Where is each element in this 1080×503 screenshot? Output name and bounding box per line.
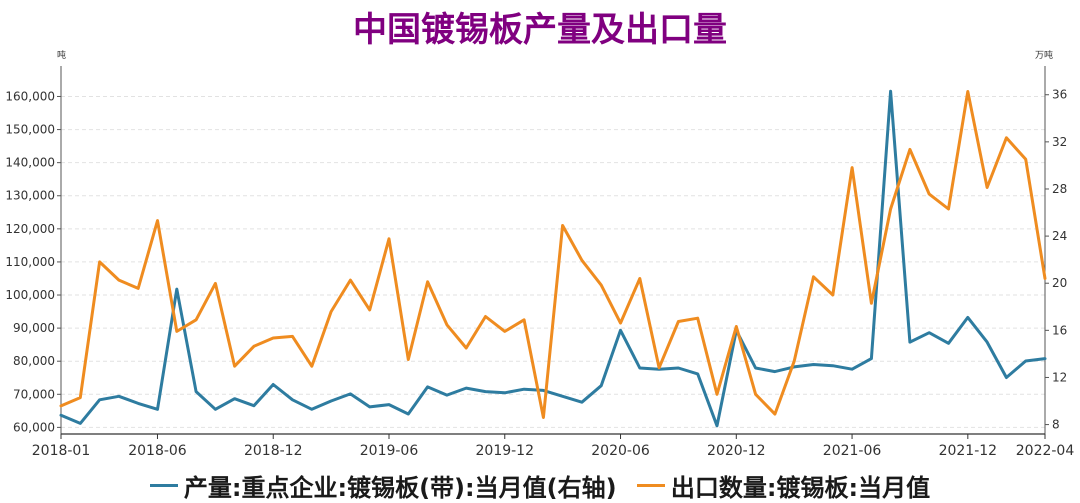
left-axis-tick-label: 110,000 xyxy=(5,255,55,269)
right-axis-tick-label: 16 xyxy=(1052,323,1067,337)
left-axis-tick-label: 90,000 xyxy=(13,321,55,335)
right-axis-unit: 万吨 xyxy=(1035,51,1054,61)
x-axis-tick-label: 2020-06 xyxy=(591,443,650,459)
right-axis-tick-label: 28 xyxy=(1052,182,1067,196)
left-axis-tick-label: 100,000 xyxy=(5,288,55,302)
left-axis-tick-label: 60,000 xyxy=(13,420,55,434)
left-axis-tick-label: 120,000 xyxy=(5,222,55,236)
x-axis-tick-label: 2021-06 xyxy=(823,443,882,459)
x-axis-tick-label: 2019-06 xyxy=(360,443,419,459)
x-axis-tick-label: 2018-06 xyxy=(128,443,187,459)
x-axis-tick-label: 2018-12 xyxy=(244,443,303,459)
x-axis-tick-label: 2022-04 xyxy=(1016,443,1075,459)
right-axis-tick-label: 20 xyxy=(1052,276,1067,290)
left-axis-tick-label: 130,000 xyxy=(5,189,55,203)
left-axis-tick-label: 160,000 xyxy=(5,89,55,103)
series-line-export xyxy=(59,90,1047,419)
left-axis-tick-label: 70,000 xyxy=(13,387,55,401)
x-axis-tick-label: 2019-12 xyxy=(476,443,535,459)
right-axis-tick-label: 32 xyxy=(1052,135,1067,149)
left-axis-tick-label: 80,000 xyxy=(13,354,55,368)
x-axis-tick-label: 2020-12 xyxy=(707,443,766,459)
series-lines xyxy=(59,89,1047,428)
legend-swatch-production xyxy=(149,484,178,487)
chart-title: 中国镀锡板产量及出口量 xyxy=(353,10,727,50)
legend-item-export: 出口数量:镀锡板:当月值 xyxy=(636,468,931,503)
axes: 60,000 70,000 80,000 90,000 100,000 110,000 12… xyxy=(5,66,1074,459)
legend: 产量:重点企业:镀锡板(带):当月值(右轴) 出口数量:镀锡板:当月值 xyxy=(0,465,1080,503)
x-axis-tick-label: 2018-01 xyxy=(32,443,91,459)
left-axis-tick-label: 150,000 xyxy=(5,123,55,137)
right-axis-tick-label: 36 xyxy=(1052,88,1067,102)
right-axis-tick-label: 8 xyxy=(1052,418,1060,432)
left-axis-tick-label: 140,000 xyxy=(5,156,55,170)
legend-label-production: 产量:重点企业:镀锡板(带):当月值(右轴) xyxy=(183,474,617,502)
left-axis-unit: 吨 xyxy=(57,51,67,61)
x-axis-tick-label: 2021-12 xyxy=(939,443,998,459)
legend-swatch-export xyxy=(636,484,665,487)
legend-label-export: 出口数量:镀锡板:当月值 xyxy=(670,474,931,502)
legend-item-production: 产量:重点企业:镀锡板(带):当月值(右轴) xyxy=(149,468,617,503)
right-axis-tick-label: 12 xyxy=(1052,370,1067,384)
series-line-production xyxy=(59,89,1047,428)
right-axis-tick-label: 24 xyxy=(1052,229,1067,243)
grid-lines xyxy=(61,95,1045,428)
